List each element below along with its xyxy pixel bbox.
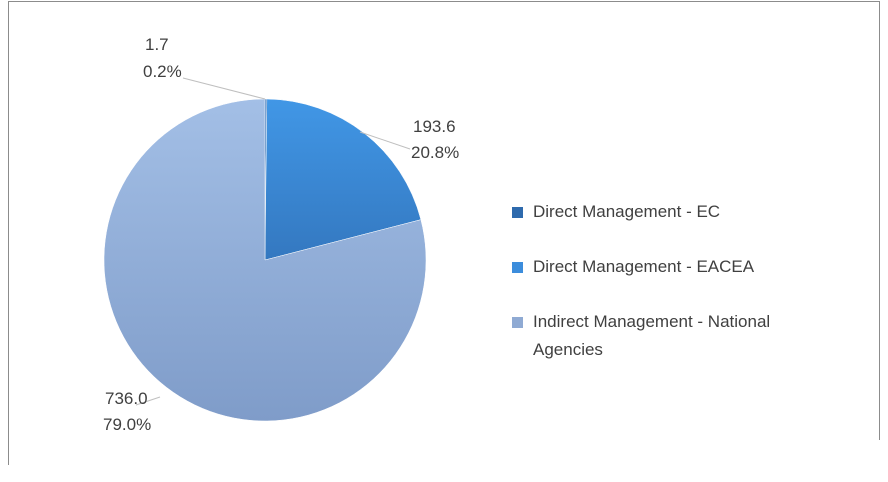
legend-item: Direct Management - EACEA bbox=[512, 253, 842, 281]
legend-swatch bbox=[512, 317, 523, 328]
data-label: 736.0 bbox=[105, 389, 148, 408]
percent-label: 79.0% bbox=[103, 415, 151, 434]
pie-slice bbox=[103, 98, 427, 422]
leader-line bbox=[182, 77, 266, 100]
percent-label: 0.2% bbox=[143, 62, 182, 81]
percent-label: 20.8% bbox=[411, 143, 459, 162]
legend-swatch bbox=[512, 262, 523, 273]
chart-frame bbox=[8, 1, 880, 465]
legend-swatch bbox=[512, 207, 523, 218]
legend-label: Direct Management - EC bbox=[533, 202, 721, 221]
legend-item: Indirect Management - National Agencies bbox=[512, 308, 842, 364]
data-label: 1.7 bbox=[145, 35, 169, 54]
leader-line bbox=[359, 131, 411, 150]
legend: Direct Management - EC Direct Management … bbox=[512, 198, 842, 391]
legend-item: Direct Management - EC bbox=[512, 198, 842, 226]
leader-line bbox=[135, 396, 161, 406]
data-label: 193.6 bbox=[413, 117, 456, 136]
legend-label: Direct Management - EACEA bbox=[533, 257, 755, 276]
legend-label: Indirect Management - National Agencies bbox=[533, 312, 771, 359]
